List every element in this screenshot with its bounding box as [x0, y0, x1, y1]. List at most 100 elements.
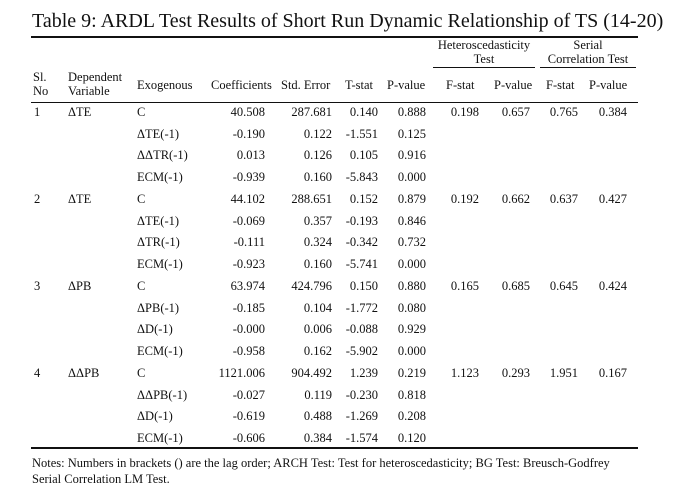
exogenous-cell: ΔTE(-1) — [137, 214, 180, 228]
coefficient-cell: -0.958 — [232, 344, 265, 358]
exogenous-cell: ΔPB(-1) — [137, 301, 180, 315]
tstat-cell: -1.772 — [345, 301, 378, 315]
table-notes: Notes: Numbers in brackets () are the la… — [32, 456, 610, 486]
tstat-cell: -5.902 — [345, 344, 378, 358]
dependent-variable: ΔPB — [68, 279, 92, 293]
exogenous-cell: ΔΔPB(-1) — [137, 388, 188, 402]
dependent-variable: ΔTE — [68, 105, 92, 119]
exogenous-cell: ΔTR(-1) — [137, 235, 180, 249]
dependent-variable: ΔΔPB — [68, 366, 100, 380]
std-error-cell: 0.384 — [303, 431, 332, 445]
exogenous-cell: ΔD(-1) — [137, 409, 173, 423]
sl-number: 2 — [34, 192, 41, 206]
coefficient-cell: -0.190 — [232, 127, 265, 141]
std-error-cell: 0.488 — [303, 409, 332, 423]
col-header-std-error: Std. Error — [281, 78, 331, 92]
hetero-pvalue-cell: 0.685 — [501, 279, 530, 293]
std-error-cell: 0.162 — [303, 344, 332, 358]
tstat-cell: -5.843 — [345, 170, 378, 184]
tstat-cell: 0.150 — [349, 279, 378, 293]
coefficient-cell: -0.185 — [232, 301, 265, 315]
col-header-dependent: Dependent Variable — [68, 70, 122, 98]
std-error-cell: 424.796 — [291, 279, 332, 293]
tstat-cell: -0.230 — [345, 388, 378, 402]
std-error-cell: 0.119 — [304, 388, 332, 402]
std-error-cell: 0.357 — [303, 214, 332, 228]
pvalue-cell: 0.846 — [397, 214, 426, 228]
col-header-serial-pvalue: P-value — [589, 78, 628, 92]
std-error-cell: 0.324 — [303, 235, 332, 249]
top-rule — [31, 36, 638, 38]
coefficient-cell: -0.027 — [232, 388, 265, 402]
tstat-cell: 0.140 — [349, 105, 378, 119]
tstat-cell: 0.105 — [349, 148, 378, 162]
pvalue-cell: 0.929 — [397, 322, 426, 336]
pvalue-cell: 0.879 — [397, 192, 426, 206]
exogenous-cell: C — [137, 366, 146, 380]
coefficient-cell: 0.013 — [236, 148, 265, 162]
hetero-group-header: Heteroscedasticity Test — [433, 38, 535, 68]
table-title: Table 9: ARDL Test Results of Short Run … — [32, 10, 664, 32]
coefficient-cell: -0.000 — [232, 322, 265, 336]
exogenous-cell: ΔD(-1) — [137, 322, 173, 336]
hetero-pvalue-cell: 0.293 — [501, 366, 530, 380]
hetero-fstat-cell: 0.198 — [450, 105, 479, 119]
coefficient-cell: -0.939 — [232, 170, 265, 184]
col-header-exogenous: Exogenous — [137, 78, 193, 92]
coefficient-cell: 63.974 — [230, 279, 265, 293]
pvalue-cell: 0.000 — [397, 257, 426, 271]
exogenous-cell: ΔTE(-1) — [137, 127, 180, 141]
exogenous-cell: C — [137, 192, 146, 206]
serial-fstat-cell: 0.645 — [549, 279, 578, 293]
hetero-pvalue-cell: 0.662 — [501, 192, 530, 206]
col-header-sl-line1: Sl. — [33, 70, 47, 84]
pvalue-cell: 0.732 — [397, 235, 426, 249]
col-header-coefficients: Coefficients — [211, 78, 272, 92]
std-error-cell: 0.104 — [303, 301, 332, 315]
std-error-cell: 0.006 — [303, 322, 332, 336]
hetero-pvalue-cell: 0.657 — [501, 105, 530, 119]
serial-pvalue-cell: 0.424 — [598, 279, 627, 293]
serial-header-line2: Correlation Test — [547, 52, 629, 66]
std-error-cell: 287.681 — [291, 105, 332, 119]
sl-number: 1 — [34, 105, 41, 119]
hetero-header-line2: Test — [473, 52, 495, 66]
col-header-dependent-line2: Variable — [68, 84, 110, 98]
col-header-sl: Sl. No — [33, 70, 48, 98]
tstat-cell: -1.574 — [345, 431, 378, 445]
sl-number: 4 — [34, 366, 41, 380]
coefficient-cell: -0.606 — [232, 431, 265, 445]
coefficient-cell: -0.619 — [232, 409, 265, 423]
exogenous-cell: C — [137, 279, 146, 293]
col-header-serial-fstat: F-stat — [546, 78, 575, 92]
col-header-hetero-fstat: F-stat — [446, 78, 475, 92]
std-error-cell: 0.160 — [303, 257, 332, 271]
std-error-cell: 288.651 — [291, 192, 332, 206]
pvalue-cell: 0.916 — [397, 148, 426, 162]
hetero-header-line1: Heteroscedasticity — [437, 38, 531, 52]
serial-fstat-cell: 0.637 — [549, 192, 578, 206]
pvalue-cell: 0.080 — [397, 301, 426, 315]
col-header-dependent-line1: Dependent — [68, 70, 123, 84]
exogenous-cell: ΔΔTR(-1) — [137, 148, 188, 162]
col-header-pvalue: P-value — [387, 78, 426, 92]
dependent-variable: ΔTE — [68, 192, 92, 206]
std-error-cell: 0.122 — [303, 127, 332, 141]
serial-fstat-cell: 1.951 — [549, 366, 578, 380]
hetero-fstat-cell: 0.165 — [450, 279, 479, 293]
col-header-tstat: T-stat — [345, 78, 374, 92]
serial-header-line1: Serial — [573, 38, 603, 52]
exogenous-cell: ECM(-1) — [137, 344, 183, 358]
pvalue-cell: 0.818 — [397, 388, 426, 402]
serial-header-underline — [540, 67, 636, 68]
sl-number: 3 — [34, 279, 41, 293]
col-header-sl-line2: No — [33, 84, 49, 98]
pvalue-cell: 0.880 — [397, 279, 426, 293]
tstat-cell: -5.741 — [345, 257, 378, 271]
tstat-cell: -1.269 — [345, 409, 378, 423]
tstat-cell: -1.551 — [345, 127, 378, 141]
header-bottom-rule — [31, 102, 638, 103]
serial-pvalue-cell: 0.167 — [598, 366, 627, 380]
pvalue-cell: 0.219 — [397, 366, 426, 380]
